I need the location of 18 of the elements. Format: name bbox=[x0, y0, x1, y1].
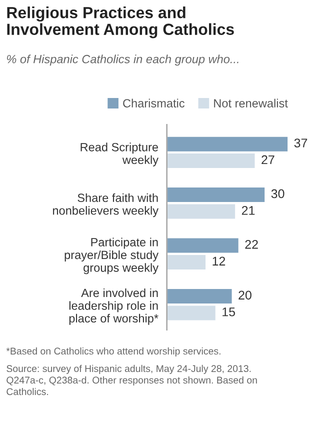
y-tick-label: Participate in prayer/Bible study groups weekly bbox=[64, 238, 159, 274]
data-label: 27 bbox=[262, 155, 274, 164]
chart-subtitle: % of Hispanic Catholics in each group who... bbox=[7, 54, 238, 66]
data-label: 22 bbox=[245, 240, 258, 249]
data-label: 37 bbox=[294, 138, 308, 148]
chart-title: Religious Practices and Involvement Among Catholics bbox=[7, 6, 234, 38]
text: *Based on Catholics who attend worship services. bbox=[6, 347, 220, 356]
y-tick-label: Are involved in leadership role in place of worship* bbox=[69, 288, 158, 325]
data-label: 30 bbox=[271, 189, 284, 198]
source-note: Source: survey of Hispanic adults, May 24-July 28, 2013. Q247a-c, Q238a-d. Other responses not shown. Based on Catholics. bbox=[6, 364, 257, 396]
data-label: 21 bbox=[242, 206, 255, 215]
data-label: 20 bbox=[238, 290, 252, 300]
y-tick-label: Read Scripture weekly bbox=[80, 142, 159, 166]
legend-label: Not renewalist bbox=[214, 98, 288, 108]
legend-label: Charismatic bbox=[123, 98, 184, 108]
y-tick-label: Share faith with nonbelievers weekly bbox=[53, 193, 159, 218]
data-label: 12 bbox=[212, 256, 226, 266]
data-label: 15 bbox=[222, 308, 236, 316]
